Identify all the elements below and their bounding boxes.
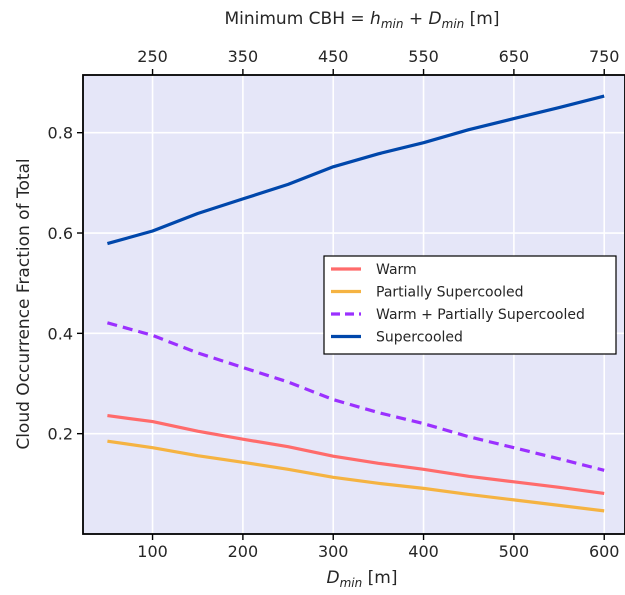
series-layer [106, 94, 605, 513]
top-x-tick-label: 550 [408, 47, 439, 66]
top-x-tick-label: 450 [318, 47, 349, 66]
top-x-tick-label: 650 [499, 47, 530, 66]
plot-frame [82, 74, 625, 535]
top-xlabel-d-sub: min [442, 17, 465, 31]
top-xlabel-plus: + [403, 9, 428, 29]
y-axis-label: Cloud Occurrence Fraction of Total [14, 158, 34, 449]
x-tick-label: 400 [408, 542, 439, 561]
x-axis-label: Dmin [m] [327, 568, 398, 590]
top-xlabel-d: D [429, 9, 442, 29]
y-tick-label: 0.8 [48, 124, 73, 143]
x-tick-label: 200 [228, 542, 259, 561]
top-x-tick-label: 350 [228, 47, 259, 66]
x-tick-label: 300 [318, 542, 349, 561]
y-tick-label: 0.4 [48, 324, 73, 343]
top-x-tick-label: 750 [589, 47, 620, 66]
legend-label: Partially Supercooled [376, 285, 524, 301]
xlabel-d-sub: min [340, 576, 363, 590]
legend-label: Supercooled [376, 330, 463, 346]
top-xlabel-prefix: Minimum CBH = [224, 9, 370, 29]
series-line-2 [106, 321, 605, 472]
top-x-axis-label: Minimum CBH = hmin + Dmin [m] [224, 9, 499, 31]
legend-label: Warm + Partially Supercooled [376, 307, 585, 323]
y-tick-label: 0.6 [48, 224, 73, 243]
y-tick-label: 0.2 [48, 425, 73, 444]
x-tick-label: 100 [137, 542, 168, 561]
series-line-1 [107, 439, 605, 513]
top-xlabel-h: h [370, 9, 381, 29]
bottom-x-axis: 100 200 300 400 500 600 [137, 534, 619, 561]
top-xlabel-suffix: [m] [464, 9, 499, 29]
series-line-0 [107, 414, 605, 495]
xlabel-d: D [327, 568, 340, 588]
series-line-3 [106, 94, 605, 246]
top-x-axis: 250 350 450 550 650 750 [137, 47, 619, 75]
y-axis: 0.2 0.4 0.6 0.8 [48, 124, 83, 444]
top-xlabel-h-sub: min [381, 17, 404, 31]
legend: Warm Partially Supercooled Warm + Partiall… [323, 255, 617, 355]
x-tick-label: 500 [499, 542, 530, 561]
x-tick-label: 600 [589, 542, 620, 561]
legend-box [323, 255, 617, 355]
top-x-tick-label: 250 [137, 47, 168, 66]
xlabel-suffix: [m] [362, 568, 397, 588]
legend-label: Warm [376, 262, 417, 278]
